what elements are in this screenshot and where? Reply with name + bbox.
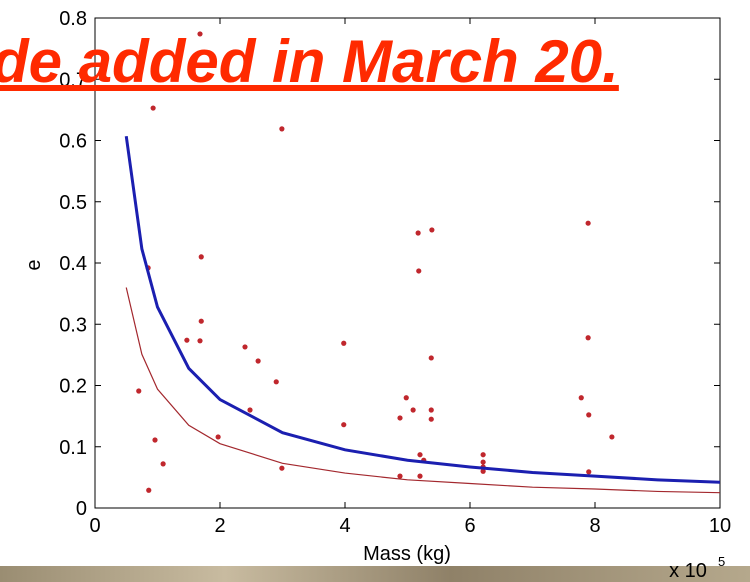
overlay-annotation: de added in March 20. (0, 28, 619, 95)
scatter-point (279, 465, 285, 471)
y-tick-label: 0.2 (59, 376, 87, 398)
scatter-point (403, 395, 409, 401)
x-tick-label: 6 (464, 515, 475, 537)
scatter-point (609, 434, 615, 440)
scatter-point (415, 230, 421, 236)
scatter-point (146, 487, 152, 493)
plot: 0 2 4 6 8 10 0 0.1 0.2 0.3 0.4 0.5 0.6 0.7 0.8 (59, 8, 731, 537)
x-tick-label: 4 (339, 515, 350, 537)
scatter-point (585, 335, 591, 341)
scatter-point (255, 358, 261, 364)
y-tick-label: 0 (76, 498, 87, 520)
scatter-point (428, 355, 434, 361)
scatter-point (198, 318, 204, 324)
scatter-point (152, 437, 158, 443)
scatter-point (184, 337, 190, 343)
scatter-point (242, 344, 248, 350)
y-tick-label: 0.6 (59, 131, 87, 153)
scatter-point (585, 220, 591, 226)
scatter-point (410, 407, 416, 413)
y-axis-label: e (23, 259, 45, 270)
scatter-point (480, 452, 486, 458)
scatter-point (578, 395, 584, 401)
scatter-point (197, 338, 203, 344)
scatter-point (586, 469, 592, 475)
scatter-point (341, 422, 347, 428)
scatter-point (586, 412, 592, 418)
scatter-point (429, 227, 435, 233)
curve (124, 136, 721, 484)
x-multiplier: x 10 (669, 560, 707, 582)
scatter-point (279, 126, 285, 132)
scatter-point (198, 254, 204, 260)
scatter-point (341, 340, 347, 346)
scatter-point (197, 31, 203, 37)
photo-strip (0, 566, 750, 582)
x-tick-label: 0 (89, 515, 100, 537)
y-tick-label: 0.8 (59, 8, 87, 30)
scatter-point (428, 416, 434, 422)
scatter-point (417, 452, 423, 458)
x-multiplier-exponent: 5 (718, 554, 725, 569)
x-axis-label: Mass (kg) (363, 543, 451, 565)
scatter-point (397, 415, 403, 421)
y-tick-label: 0.3 (59, 314, 87, 336)
y-tick-label: 0.4 (59, 253, 87, 275)
scatter-point (215, 434, 221, 440)
scatter-point (160, 461, 166, 467)
y-tick-label: 0.5 (59, 192, 87, 214)
y-tick-label: 0.7 (59, 69, 87, 91)
scatter-point (417, 473, 423, 479)
scatter-point (428, 407, 434, 413)
scatter-point (273, 379, 279, 385)
scatter-point (136, 388, 142, 394)
scatter-point (247, 407, 253, 413)
scatter-point (416, 268, 422, 274)
x-tick-label: 10 (709, 515, 731, 537)
scatter-point (480, 468, 486, 474)
scatter-point (397, 473, 403, 479)
x-tick-label: 2 (214, 515, 225, 537)
scatter-point (150, 105, 156, 111)
x-tick-label: 8 (589, 515, 600, 537)
curve (125, 287, 721, 494)
scatter-point (480, 459, 486, 465)
y-tick-label: 0.1 (59, 437, 87, 459)
